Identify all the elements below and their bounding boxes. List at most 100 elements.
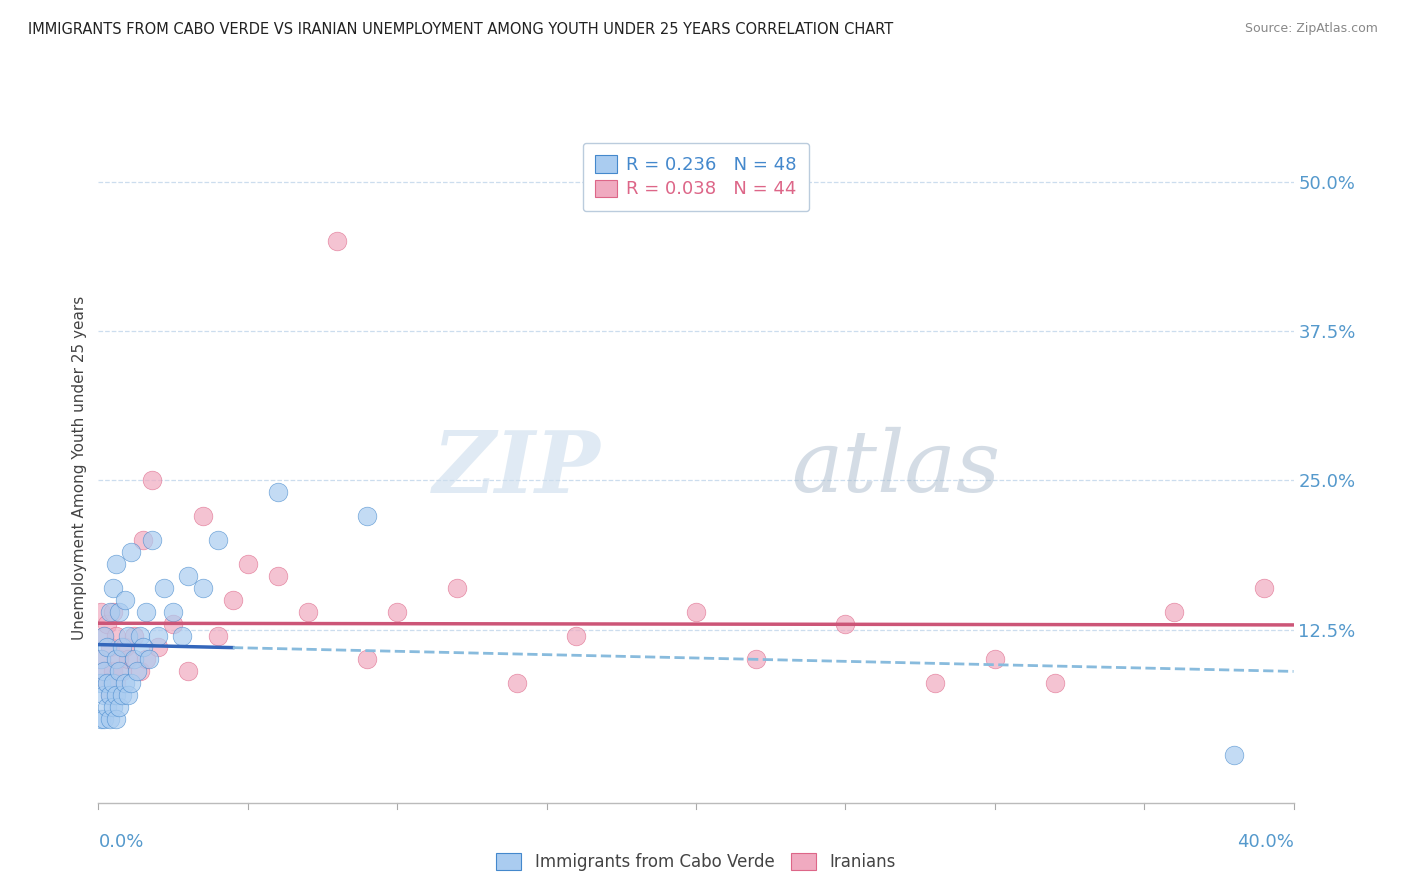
- Point: [983, 652, 1005, 666]
- Point: [98, 688, 122, 702]
- Point: [138, 652, 160, 666]
- Point: [105, 628, 128, 642]
- Point: [356, 652, 378, 666]
- Point: [105, 557, 128, 571]
- Point: [90, 652, 112, 666]
- Point: [267, 569, 290, 583]
- Point: [108, 605, 131, 619]
- Text: 40.0%: 40.0%: [1237, 832, 1294, 851]
- Point: [141, 473, 163, 487]
- Point: [108, 652, 131, 666]
- Point: [98, 640, 122, 655]
- Point: [326, 235, 349, 249]
- Point: [1223, 747, 1246, 762]
- Point: [141, 533, 163, 547]
- Point: [96, 676, 118, 690]
- Point: [356, 509, 378, 524]
- Point: [98, 605, 122, 619]
- Point: [103, 605, 125, 619]
- Point: [114, 676, 136, 690]
- Text: IMMIGRANTS FROM CABO VERDE VS IRANIAN UNEMPLOYMENT AMONG YOUTH UNDER 25 YEARS CO: IMMIGRANTS FROM CABO VERDE VS IRANIAN UN…: [28, 22, 893, 37]
- Point: [135, 605, 157, 619]
- Text: atlas: atlas: [792, 427, 1001, 509]
- Point: [105, 712, 128, 726]
- Point: [172, 628, 194, 642]
- Point: [129, 665, 152, 679]
- Point: [236, 557, 259, 571]
- Point: [1043, 676, 1066, 690]
- Point: [108, 700, 131, 714]
- Point: [90, 652, 112, 666]
- Point: [93, 712, 115, 726]
- Text: ZIP: ZIP: [433, 426, 600, 510]
- Point: [162, 605, 184, 619]
- Point: [103, 700, 125, 714]
- Point: [148, 640, 170, 655]
- Point: [124, 628, 146, 642]
- Point: [191, 581, 214, 595]
- Point: [111, 688, 134, 702]
- Point: [90, 712, 112, 726]
- Point: [120, 545, 142, 559]
- Point: [93, 688, 115, 702]
- Point: [93, 628, 115, 642]
- Y-axis label: Unemployment Among Youth under 25 years: Unemployment Among Youth under 25 years: [72, 296, 87, 640]
- Point: [90, 605, 112, 619]
- Point: [117, 652, 139, 666]
- Point: [127, 665, 149, 679]
- Point: [98, 688, 122, 702]
- Point: [124, 652, 146, 666]
- Point: [132, 640, 155, 655]
- Point: [924, 676, 946, 690]
- Point: [96, 616, 118, 631]
- Point: [1253, 581, 1275, 595]
- Point: [135, 652, 157, 666]
- Point: [98, 712, 122, 726]
- Point: [153, 581, 176, 595]
- Point: [207, 533, 229, 547]
- Point: [114, 592, 136, 607]
- Point: [111, 640, 134, 655]
- Text: Source: ZipAtlas.com: Source: ZipAtlas.com: [1244, 22, 1378, 36]
- Point: [129, 628, 152, 642]
- Point: [267, 485, 290, 500]
- Point: [114, 640, 136, 655]
- Point: [506, 676, 529, 690]
- Point: [148, 628, 170, 642]
- Point: [177, 569, 200, 583]
- Point: [685, 605, 707, 619]
- Point: [117, 628, 139, 642]
- Point: [117, 688, 139, 702]
- Point: [108, 665, 131, 679]
- Point: [103, 676, 125, 690]
- Point: [120, 676, 142, 690]
- Point: [90, 676, 112, 690]
- Point: [105, 676, 128, 690]
- Point: [105, 688, 128, 702]
- Point: [222, 592, 245, 607]
- Point: [446, 581, 468, 595]
- Point: [1163, 605, 1185, 619]
- Point: [297, 605, 319, 619]
- Point: [103, 665, 125, 679]
- Point: [103, 581, 125, 595]
- Legend: Immigrants from Cabo Verde, Iranians: Immigrants from Cabo Verde, Iranians: [486, 843, 905, 881]
- Point: [207, 628, 229, 642]
- Point: [96, 676, 118, 690]
- Point: [565, 628, 588, 642]
- Point: [162, 616, 184, 631]
- Point: [177, 665, 200, 679]
- Point: [745, 652, 768, 666]
- Point: [105, 652, 128, 666]
- Point: [93, 665, 115, 679]
- Point: [385, 605, 409, 619]
- Point: [93, 628, 115, 642]
- Point: [93, 665, 115, 679]
- Point: [96, 700, 118, 714]
- Text: 0.0%: 0.0%: [98, 832, 143, 851]
- Point: [96, 640, 118, 655]
- Point: [191, 509, 214, 524]
- Point: [111, 665, 134, 679]
- Point: [132, 533, 155, 547]
- Point: [834, 616, 856, 631]
